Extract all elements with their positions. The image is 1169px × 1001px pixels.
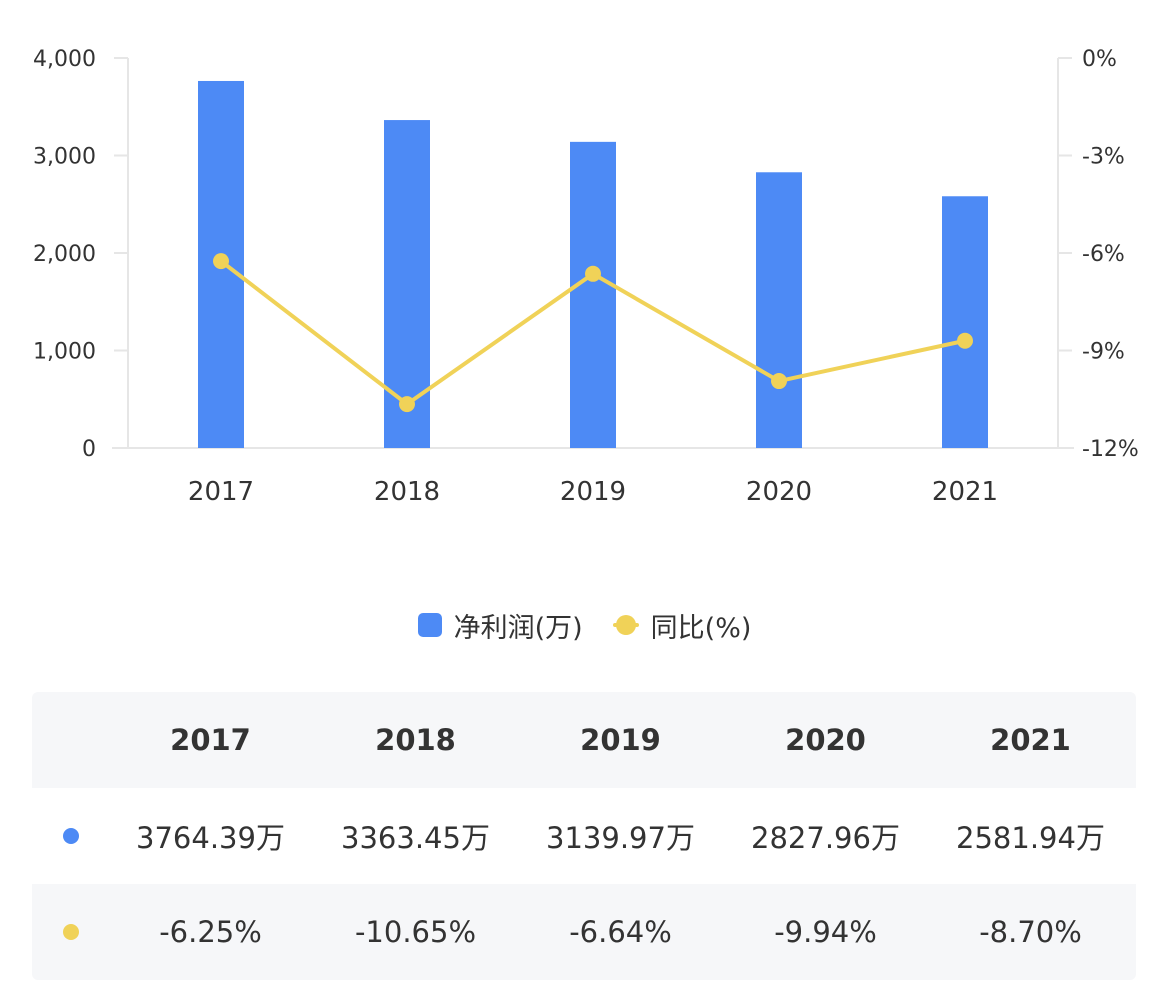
point-yoy (399, 396, 415, 413)
table-header-cell: 2017 (170, 723, 251, 757)
table-header-row: 2017 2018 2019 2020 2021 (32, 692, 1136, 788)
x-axis-tick-label: 2021 (932, 477, 998, 507)
point-yoy (771, 373, 787, 390)
legend-label-yoy: 同比(%) (650, 612, 752, 644)
legend-label-net-profit: 净利润(万) (453, 612, 583, 644)
table-cell: -6.64% (569, 915, 672, 949)
left-axis-tick-label: 3,000 (33, 145, 96, 170)
point-yoy (957, 332, 973, 349)
table-header-cell: 2021 (990, 723, 1071, 757)
net-profit-dot-icon (63, 828, 79, 844)
legend-item-net-profit[interactable]: 净利润(万) (417, 606, 583, 645)
right-axis-tick-label: -12% (1082, 437, 1139, 462)
data-table: 2017 2018 2019 2020 2021 3764.39万 3363.4… (32, 692, 1136, 980)
table-cell: -6.25% (159, 915, 262, 949)
left-axis-tick-label: 1,000 (33, 340, 96, 365)
right-axis-tick-label: -6% (1082, 242, 1125, 267)
point-yoy (585, 265, 601, 282)
chart-legend: 净利润(万) 同比(%) (0, 603, 1169, 647)
table-cell: 2581.94万 (956, 821, 1105, 855)
x-axis-tick-label: 2018 (374, 477, 440, 507)
x-axis-tick-label: 2019 (560, 477, 626, 507)
point-yoy (213, 253, 229, 270)
table-cell: -8.70% (979, 915, 1082, 949)
table-header-cell: 2019 (580, 723, 661, 757)
bar-net-profit (942, 196, 988, 448)
table-cell: 3139.97万 (546, 821, 695, 855)
legend-item-yoy[interactable]: 同比(%) (612, 606, 752, 645)
yoy-dot-icon (63, 924, 79, 940)
legend-bar-swatch (417, 613, 442, 637)
table-header-cell: 2020 (785, 723, 866, 757)
x-axis-tick-label: 2020 (746, 477, 812, 507)
right-axis-tick-label: 0% (1082, 47, 1117, 72)
left-axis-tick-label: 0 (82, 437, 96, 462)
table-header-cell: 2018 (375, 723, 456, 757)
x-axis-tick-label: 2017 (188, 477, 254, 507)
table-row-yoy: -6.25% -10.65% -6.64% -9.94% -8.70% (32, 884, 1136, 980)
left-axis-tick-label: 4,000 (33, 47, 96, 72)
table-cell: 2827.96万 (751, 821, 900, 855)
bar-net-profit (756, 172, 802, 448)
right-axis-tick-label: -3% (1082, 145, 1125, 170)
table-row-net-profit: 3764.39万 3363.45万 3139.97万 2827.96万 2581… (32, 788, 1136, 884)
right-axis-tick-label: -9% (1082, 340, 1125, 365)
table-cell: 3764.39万 (136, 821, 285, 855)
combo-chart: 0 1,000 2,000 3,000 4,000 -12% -9% -6% -3% 0% 2017… (33, 47, 1139, 507)
legend-line-swatch (612, 613, 639, 637)
table-cell: -10.65% (354, 915, 477, 949)
table-cell: 3363.45万 (341, 821, 490, 855)
bar-net-profit (570, 141, 616, 449)
table-cell: -9.94% (774, 915, 877, 949)
left-axis-tick-label: 2,000 (33, 242, 96, 267)
